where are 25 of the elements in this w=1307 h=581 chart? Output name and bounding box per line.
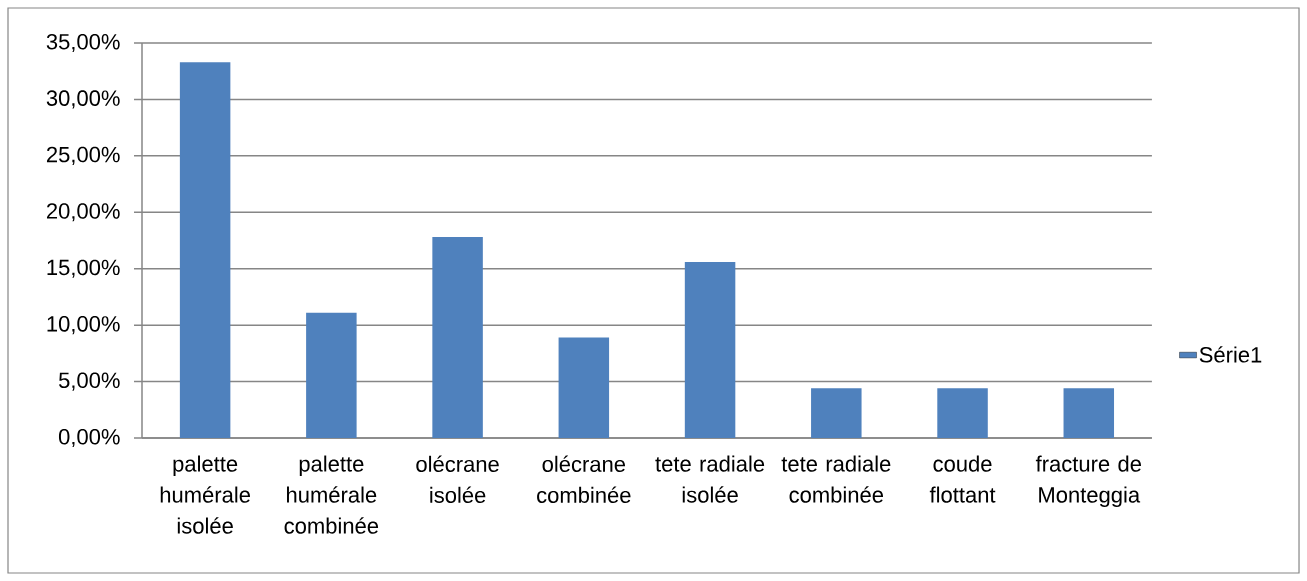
x-tick-label: coude flottant (929, 455, 996, 503)
x-tick-label: olécrane combinée (537, 455, 631, 503)
y-tick-label: 15,00% (47, 259, 120, 278)
y-tick-label: 20,00% (46, 203, 120, 222)
y-tick-label: 25,00% (46, 146, 120, 165)
x-tick-label: palette humérale isolée (160, 455, 250, 534)
bar (179, 62, 231, 438)
x-tick-label: tete radiale isolée (655, 455, 765, 503)
x-tick-label: fracture de Monteggia (1035, 455, 1141, 508)
y-tick-label: 5,00% (58, 372, 120, 391)
x-tick-label: olécrane isolée (416, 455, 499, 503)
y-tick-label: 0,00% (58, 428, 120, 448)
y-tick-label: 35,00% (46, 33, 120, 53)
bar (937, 388, 988, 438)
bar (684, 261, 736, 438)
bar (1063, 388, 1115, 438)
x-tick-label: tete radiale combinée (781, 455, 891, 503)
bar (432, 237, 483, 438)
y-tick-label: 10,00% (47, 316, 120, 335)
bar (306, 312, 357, 438)
bar (558, 337, 610, 438)
y-tick-label: 30,00% (46, 90, 120, 109)
legend-label: Série1 (1199, 346, 1262, 363)
bar (811, 388, 862, 438)
x-tick-label: palette humérale combinée (284, 455, 379, 534)
